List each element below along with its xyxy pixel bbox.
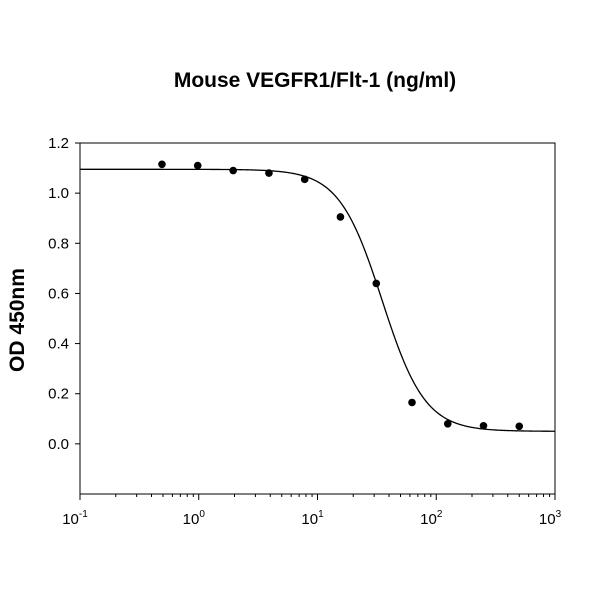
data-point xyxy=(479,422,488,430)
x-tick-exponent: -1 xyxy=(79,509,88,520)
x-tick-base: 10 xyxy=(301,511,318,528)
data-point xyxy=(515,422,524,431)
x-tick-label: 102 xyxy=(420,509,443,528)
x-tick-exponent: 2 xyxy=(437,509,443,520)
x-tick-exponent: 0 xyxy=(199,509,205,520)
data-point xyxy=(372,279,381,288)
x-tick-label: 10-1 xyxy=(62,509,88,528)
x-tick-label: 101 xyxy=(301,509,324,528)
x-tick-base: 10 xyxy=(420,511,437,528)
x-tick-label: 100 xyxy=(183,509,206,528)
plot-area: 0.00.20.40.60.81.01.210-1 100 101 102 103 xyxy=(48,135,561,528)
x-tick-base: 10 xyxy=(62,511,79,528)
y-tick-label: 1.2 xyxy=(48,135,69,152)
y-tick-label: 0.6 xyxy=(48,285,69,302)
data-point xyxy=(193,161,202,170)
y-tick-label: 0.8 xyxy=(48,235,69,252)
y-tick-label: 0.2 xyxy=(48,386,69,403)
data-point xyxy=(300,175,309,184)
y-tick-label: 0.4 xyxy=(48,336,69,353)
plot-frame xyxy=(79,142,556,495)
data-point xyxy=(158,160,166,169)
y-axis-label: OD 450nm xyxy=(6,268,29,372)
x-tick-exponent: 3 xyxy=(556,509,562,520)
x-tick-label: 103 xyxy=(539,509,562,528)
data-point xyxy=(265,169,273,177)
x-tick-base: 10 xyxy=(539,511,556,528)
chart-title: Mouse VEGFR1/Flt-1 (ng/ml) xyxy=(174,69,456,92)
data-point xyxy=(229,166,237,175)
data-point xyxy=(408,398,416,407)
x-tick-base: 10 xyxy=(183,511,200,528)
fit-curve xyxy=(80,168,556,432)
data-point xyxy=(336,213,345,221)
y-tick-label: 0.0 xyxy=(48,436,69,453)
x-tick-exponent: 1 xyxy=(318,509,324,520)
data-point xyxy=(443,420,452,428)
y-tick-label: 1.0 xyxy=(48,185,69,202)
